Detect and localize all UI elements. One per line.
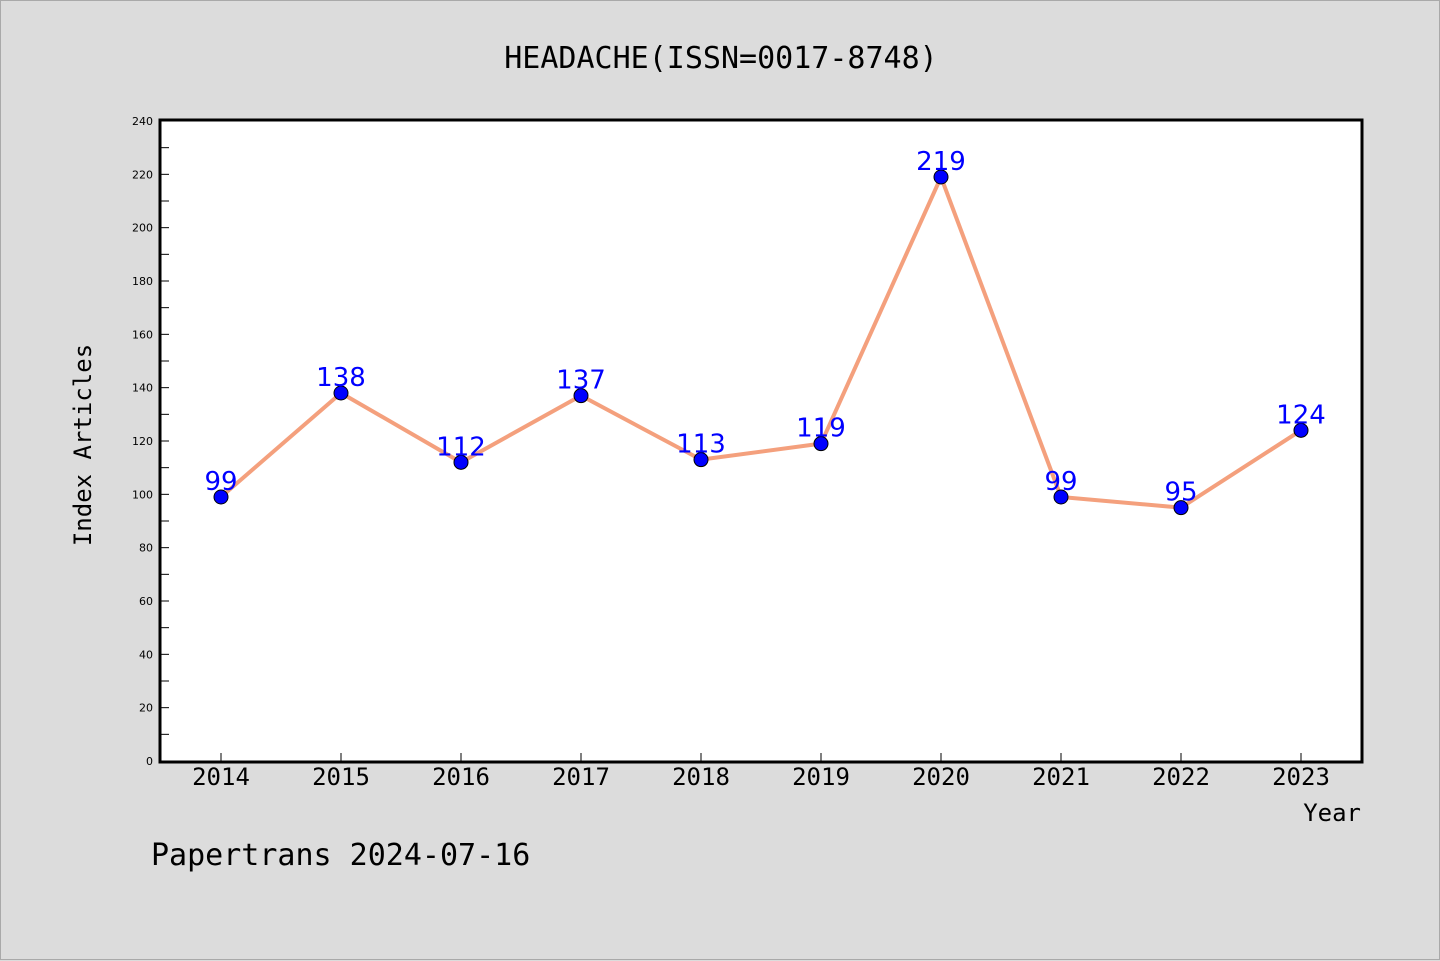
x-tick-label: 2019 [792, 763, 850, 791]
data-point [213, 489, 229, 505]
data-label: 95 [1164, 478, 1197, 508]
series-line [219, 175, 1303, 510]
data-label: 113 [676, 430, 726, 460]
y-tick-label: 120 [132, 435, 153, 448]
y-tick-label: 100 [132, 488, 153, 501]
chart-title: HEADACHE(ISSN=0017-8748) [504, 41, 937, 76]
x-tick-label: 2015 [312, 763, 370, 791]
y-tick-label: 220 [132, 168, 153, 181]
y-tick-label: 80 [139, 542, 153, 555]
y-tick-label: 0 [146, 755, 153, 768]
x-tick-label: 2022 [1152, 763, 1210, 791]
x-tick-label: 2016 [432, 763, 490, 791]
x-tick-label: 2023 [1272, 763, 1330, 791]
y-tick-label: 20 [139, 702, 153, 715]
data-label: 99 [1044, 467, 1077, 497]
x-tick-label: 2017 [552, 763, 610, 791]
y-tick-label: 200 [132, 222, 153, 235]
x-tick-label: 2020 [912, 763, 970, 791]
y-tick-label: 160 [132, 328, 153, 341]
data-point [573, 388, 589, 404]
data-point [1173, 500, 1189, 516]
data-label: 99 [204, 467, 237, 497]
x-tick-label: 2014 [192, 763, 250, 791]
data-markers [213, 169, 1309, 516]
plot-area [158, 118, 1364, 764]
y-axis-ticks: 0 20 40 60 80 100 120 140 160 180 200 220 240 [132, 115, 169, 768]
data-label: 219 [916, 147, 966, 177]
data-point [813, 436, 829, 452]
data-point [933, 169, 949, 185]
x-axis-ticks: 2014 2015 2016 2017 2018 2019 2020 2021 2022 2023 [192, 753, 1330, 791]
footer-watermark: Papertrans 2024-07-16 [151, 838, 530, 873]
data-label: 112 [436, 432, 486, 462]
data-point [453, 454, 469, 470]
data-label: 137 [556, 366, 606, 396]
data-point [1293, 422, 1309, 438]
y-tick-label: 180 [132, 275, 153, 288]
y-tick-label: 40 [139, 648, 153, 661]
y-tick-label: 60 [139, 595, 153, 608]
x-axis-label: Year [1303, 799, 1361, 827]
data-labels: 99 138 112 137 113 119 219 99 95 124 [204, 147, 1325, 508]
data-label: 124 [1276, 400, 1326, 430]
data-point [333, 385, 349, 401]
y-axis-label: Index Articles [69, 344, 97, 546]
data-label: 119 [796, 414, 846, 444]
y-tick-label: 140 [132, 382, 153, 395]
x-tick-label: 2021 [1032, 763, 1090, 791]
y-tick-label: 240 [132, 115, 153, 128]
data-point [1053, 489, 1069, 505]
x-tick-label: 2018 [672, 763, 730, 791]
data-point [693, 452, 709, 468]
data-label: 138 [316, 363, 366, 393]
series-line-group [219, 175, 1303, 510]
